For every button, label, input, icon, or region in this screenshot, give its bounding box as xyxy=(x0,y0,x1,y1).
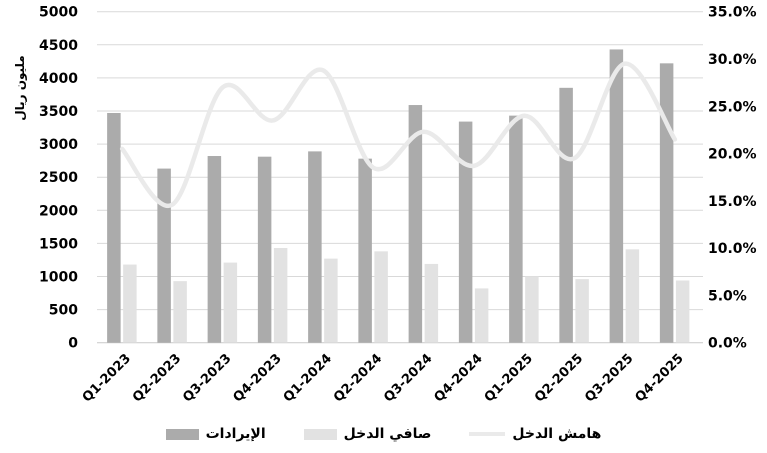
bar-revenue-Q4-2025 xyxy=(659,63,674,343)
right-axis-tick: 35.0% xyxy=(708,5,757,21)
left-axis-tick: 5000 xyxy=(39,5,78,21)
x-axis-label: Q2-2025 xyxy=(532,351,586,405)
x-axis-label: Q4-2025 xyxy=(632,351,686,405)
bar-net-income-Q1-2023 xyxy=(123,264,137,343)
left-axis-tick: 1000 xyxy=(39,270,78,286)
net-income-swatch-icon xyxy=(303,428,337,440)
left-axis-tick: 2000 xyxy=(39,203,78,219)
right-axis-tick: 25.0% xyxy=(708,99,757,115)
bar-revenue-Q1-2025 xyxy=(509,115,523,343)
left-axis-tick: 1500 xyxy=(39,236,78,252)
left-axis-tick: 0 xyxy=(68,336,78,352)
bar-revenue-Q3-2024 xyxy=(408,105,423,343)
bar-revenue-Q2-2023 xyxy=(157,168,171,343)
bar-revenue-Q1-2024 xyxy=(308,151,322,343)
right-axis-tick: 10.0% xyxy=(708,241,757,257)
bar-net-income-Q4-2023 xyxy=(273,248,288,343)
bar-net-income-Q1-2024 xyxy=(324,258,338,343)
bar-net-income-Q2-2025 xyxy=(575,279,589,343)
margin-line-swatch-icon xyxy=(469,432,506,436)
x-axis-label: Q3-2025 xyxy=(582,351,636,405)
left-axis-tick: 500 xyxy=(49,303,78,319)
right-axis-tick: 5.0% xyxy=(708,288,747,304)
bar-revenue-Q4-2024 xyxy=(458,121,473,343)
bar-revenue-Q2-2024 xyxy=(358,158,372,343)
bar-net-income-Q3-2025 xyxy=(625,249,640,343)
right-axis-tick: 30.0% xyxy=(708,52,757,68)
right-axis-tick: 15.0% xyxy=(708,194,757,210)
x-axis-label: Q1-2024 xyxy=(281,351,335,405)
bar-net-income-Q2-2023 xyxy=(173,281,187,343)
left-axis-tick: 4500 xyxy=(39,38,78,54)
bar-net-income-Q2-2024 xyxy=(374,251,388,343)
right-axis-tick: 0.0% xyxy=(708,336,747,352)
revenue-swatch-icon xyxy=(165,428,199,440)
margin-line xyxy=(119,61,678,209)
legend: الإيرادات صافي الدخل هامش الدخل xyxy=(0,426,767,442)
left-axis-tick: 2500 xyxy=(39,170,78,186)
bar-net-income-Q4-2025 xyxy=(675,280,690,343)
x-axis-label: Q3-2024 xyxy=(381,351,435,405)
bar-revenue-Q1-2023 xyxy=(107,112,121,343)
bar-net-income-Q1-2025 xyxy=(525,276,539,343)
legend-label-margin: هامش الدخل xyxy=(512,426,602,442)
bar-revenue-Q2-2025 xyxy=(559,87,573,343)
legend-item-net-income: صافي الدخل xyxy=(303,426,432,442)
right-axis-tick: 20.0% xyxy=(708,147,757,163)
x-axis-label: Q1-2025 xyxy=(482,351,536,405)
bar-net-income-Q3-2023 xyxy=(223,262,238,343)
x-axis-label: Q4-2023 xyxy=(230,351,284,405)
x-axis-label: Q2-2023 xyxy=(130,351,184,405)
x-axis-label: Q3-2023 xyxy=(180,351,234,405)
x-axis-label: Q1-2023 xyxy=(80,351,134,405)
left-axis-tick: 4000 xyxy=(39,71,78,87)
bar-net-income-Q4-2024 xyxy=(474,288,489,343)
bar-net-income-Q3-2024 xyxy=(424,263,439,343)
legend-label-net-income: صافي الدخل xyxy=(343,426,432,442)
bar-revenue-Q3-2025 xyxy=(609,49,624,343)
left-axis-tick: 3500 xyxy=(39,104,78,120)
left-axis-tick: 3000 xyxy=(39,137,78,153)
bar-revenue-Q3-2023 xyxy=(207,156,222,343)
legend-label-revenue: الإيرادات xyxy=(205,426,266,442)
x-axis-label: Q4-2024 xyxy=(431,351,485,405)
legend-item-margin: هامش الدخل xyxy=(469,426,601,442)
bar-revenue-Q4-2023 xyxy=(257,156,272,343)
legend-item-revenue: الإيرادات xyxy=(165,426,266,442)
x-axis-label: Q2-2024 xyxy=(331,351,385,405)
